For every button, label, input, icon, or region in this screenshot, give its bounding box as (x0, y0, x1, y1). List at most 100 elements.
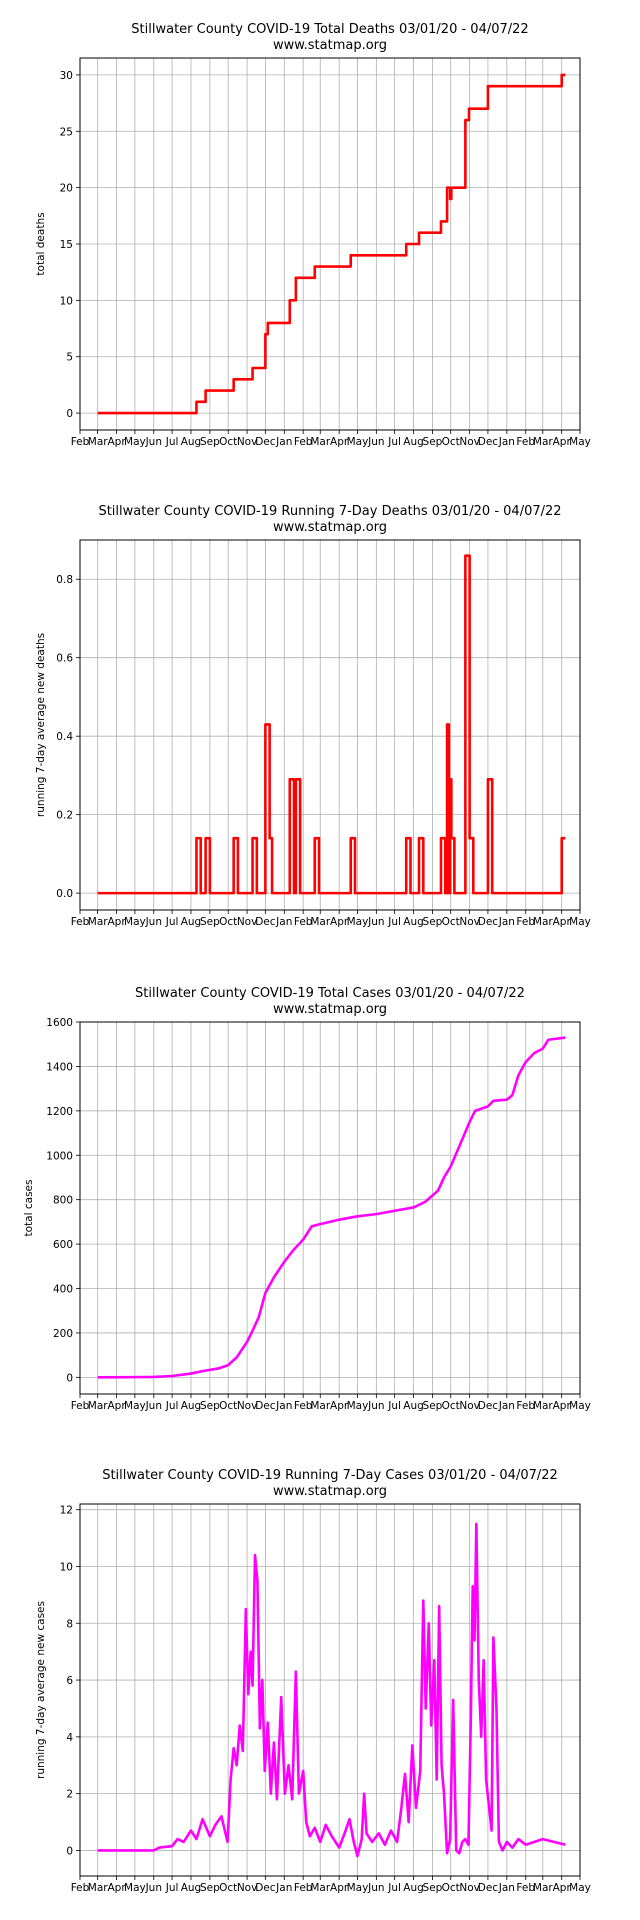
y-tick-label: 8 (66, 1618, 73, 1630)
x-tick-label: Feb (294, 1882, 313, 1894)
x-tick-label: Apr (330, 1882, 349, 1894)
plot-frame (79, 57, 581, 431)
x-tick-label: Sep (423, 916, 443, 928)
x-tick-label: May (124, 1400, 146, 1412)
chart-subtitle: www.statmap.org (273, 1002, 387, 1017)
x-tick-label: May (347, 1882, 369, 1894)
x-tick-label: Oct (442, 1882, 460, 1894)
x-tick-label: Feb (71, 436, 90, 448)
x-tick-label: Jul (165, 1882, 179, 1894)
x-tick-label: Apr (553, 1882, 572, 1894)
y-axis-label: running 7-day average new cases (35, 1601, 47, 1779)
x-tick-label: Dec (478, 436, 499, 448)
x-tick-label: Mar (533, 1882, 553, 1894)
x-tick-label: Oct (219, 916, 237, 928)
x-tick-label: May (347, 916, 369, 928)
x-tick-label: Oct (442, 916, 460, 928)
chart-1: Stillwater County COVID-19 Total Deaths … (35, 22, 591, 448)
y-axis-label: running 7-day average new deaths (35, 633, 47, 817)
y-tick-label: 4 (66, 1732, 73, 1744)
x-tick-label: Oct (219, 1882, 237, 1894)
x-tick-label: Sep (200, 916, 220, 928)
x-tick-label: Dec (478, 1882, 499, 1894)
x-tick-label: May (124, 916, 146, 928)
y-tick-label: 2 (66, 1789, 73, 1801)
x-tick-label: May (347, 1400, 369, 1412)
series-line (97, 73, 566, 415)
x-tick-label: Apr (553, 916, 572, 928)
x-tick-label: Aug (403, 916, 424, 928)
x-tick-label: Jan (498, 916, 515, 928)
x-tick-label: Mar (88, 1882, 108, 1894)
x-tick-label: Nov (237, 1882, 258, 1894)
y-tick-label: 15 (60, 239, 73, 251)
x-tick-label: Feb (516, 1882, 535, 1894)
y-axis-label: total deaths (35, 212, 47, 275)
x-tick-label: Dec (255, 916, 276, 928)
x-tick-label: Nov (459, 1400, 480, 1412)
x-tick-label: Jul (165, 916, 179, 928)
x-tick-label: Jun (145, 436, 162, 448)
x-tick-label: Nov (237, 436, 258, 448)
y-tick-label: 1400 (46, 1061, 73, 1073)
y-tick-label: 20 (60, 183, 73, 195)
chart-3: Stillwater County COVID-19 Total Cases 0… (23, 986, 591, 1412)
x-tick-label: May (124, 436, 146, 448)
x-tick-label: Apr (107, 1882, 126, 1894)
x-tick-label: Mar (310, 436, 330, 448)
x-tick-label: Mar (88, 1400, 108, 1412)
y-tick-label: 10 (60, 1561, 73, 1573)
x-tick-label: Jul (387, 916, 401, 928)
x-tick-label: Dec (478, 1400, 499, 1412)
chart-subtitle: www.statmap.org (273, 38, 387, 53)
chart-subtitle: www.statmap.org (273, 520, 387, 535)
x-tick-label: Apr (107, 1400, 126, 1412)
y-tick-label: 1200 (46, 1106, 73, 1118)
x-tick-label: Jan (498, 1400, 515, 1412)
x-tick-label: Jan (275, 436, 292, 448)
x-tick-label: Sep (200, 436, 220, 448)
y-tick-label: 0.2 (56, 810, 73, 822)
y-tick-label: 0.0 (56, 888, 73, 900)
x-tick-label: Jun (367, 1882, 384, 1894)
x-tick-label: Dec (255, 436, 276, 448)
x-tick-label: May (569, 1400, 591, 1412)
x-tick-label: Jul (165, 436, 179, 448)
x-tick-label: Jun (145, 916, 162, 928)
x-tick-label: Dec (478, 916, 499, 928)
x-tick-label: Oct (219, 1400, 237, 1412)
x-tick-label: Aug (181, 1400, 202, 1412)
x-tick-label: Jan (498, 436, 515, 448)
x-tick-label: Mar (310, 1882, 330, 1894)
x-tick-label: Apr (553, 436, 572, 448)
y-tick-label: 0 (66, 1845, 73, 1857)
plot-frame (79, 1021, 581, 1395)
x-tick-label: Oct (219, 436, 237, 448)
x-tick-label: Jun (367, 916, 384, 928)
plot-frame (79, 539, 581, 911)
x-tick-label: Jan (275, 1882, 292, 1894)
x-tick-label: Sep (423, 436, 443, 448)
y-tick-label: 1000 (46, 1150, 73, 1162)
x-tick-label: Jan (275, 1400, 292, 1412)
x-tick-label: Jul (387, 1882, 401, 1894)
x-tick-label: Sep (200, 1882, 220, 1894)
chart-subtitle: www.statmap.org (273, 1484, 387, 1499)
x-tick-label: Jul (387, 1400, 401, 1412)
x-tick-label: Aug (181, 916, 202, 928)
x-tick-label: Nov (459, 1882, 480, 1894)
series-line (97, 554, 566, 895)
y-tick-label: 800 (53, 1195, 73, 1207)
x-tick-label: Jun (367, 436, 384, 448)
chart-title: Stillwater County COVID-19 Running 7-Day… (98, 504, 561, 519)
y-tick-label: 6 (66, 1675, 73, 1687)
x-tick-label: Aug (181, 1882, 202, 1894)
x-tick-label: Apr (330, 1400, 349, 1412)
x-tick-label: Feb (294, 1400, 313, 1412)
chart-2: Stillwater County COVID-19 Running 7-Day… (35, 504, 591, 928)
x-tick-label: Feb (294, 436, 313, 448)
chart-title: Stillwater County COVID-19 Total Cases 0… (135, 986, 525, 1001)
x-tick-label: Mar (310, 1400, 330, 1412)
y-tick-label: 0 (66, 408, 73, 420)
y-axis-label: total cases (23, 1180, 35, 1237)
